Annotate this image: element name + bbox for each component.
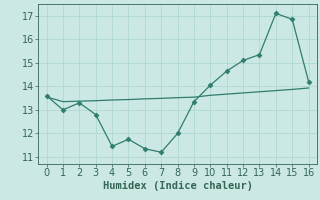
X-axis label: Humidex (Indice chaleur): Humidex (Indice chaleur) (103, 181, 252, 191)
